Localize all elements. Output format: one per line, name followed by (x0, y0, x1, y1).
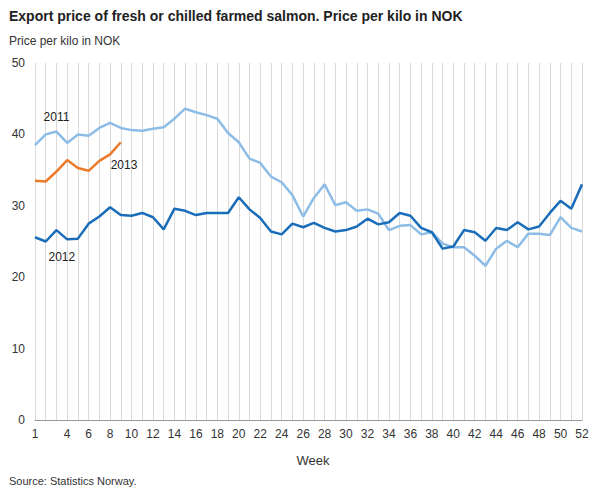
svg-text:0: 0 (18, 413, 25, 427)
svg-text:42: 42 (468, 427, 482, 441)
svg-text:50: 50 (12, 56, 26, 70)
svg-text:10: 10 (125, 427, 139, 441)
svg-text:10: 10 (12, 342, 26, 356)
svg-text:14: 14 (168, 427, 182, 441)
svg-text:1: 1 (32, 427, 39, 441)
svg-text:2012: 2012 (48, 250, 75, 264)
svg-text:52: 52 (575, 427, 589, 441)
svg-text:18: 18 (211, 427, 225, 441)
svg-text:28: 28 (318, 427, 332, 441)
svg-text:Price per kilo in NOK: Price per kilo in NOK (9, 34, 120, 48)
svg-text:40: 40 (447, 427, 461, 441)
svg-text:8: 8 (107, 427, 114, 441)
svg-text:22: 22 (254, 427, 268, 441)
svg-text:38: 38 (425, 427, 439, 441)
svg-text:26: 26 (296, 427, 310, 441)
svg-text:2011: 2011 (44, 110, 70, 124)
svg-text:34: 34 (382, 427, 396, 441)
svg-text:30: 30 (12, 199, 26, 213)
svg-text:6: 6 (85, 427, 92, 441)
svg-text:20: 20 (232, 427, 246, 441)
svg-text:16: 16 (189, 427, 203, 441)
svg-text:24: 24 (275, 427, 289, 441)
svg-text:Week: Week (297, 453, 330, 468)
svg-text:Source: Statistics Norway.: Source: Statistics Norway. (9, 475, 137, 487)
svg-text:12: 12 (146, 427, 160, 441)
svg-text:Export price of fresh or chill: Export price of fresh or chilled farmed … (9, 8, 463, 24)
svg-text:40: 40 (12, 127, 26, 141)
svg-text:50: 50 (554, 427, 568, 441)
svg-text:4: 4 (64, 427, 71, 441)
svg-text:30: 30 (339, 427, 353, 441)
svg-text:20: 20 (12, 270, 26, 284)
svg-text:44: 44 (490, 427, 504, 441)
svg-text:46: 46 (511, 427, 525, 441)
svg-text:32: 32 (361, 427, 375, 441)
svg-text:2013: 2013 (111, 158, 138, 172)
svg-text:48: 48 (532, 427, 546, 441)
svg-text:36: 36 (404, 427, 418, 441)
